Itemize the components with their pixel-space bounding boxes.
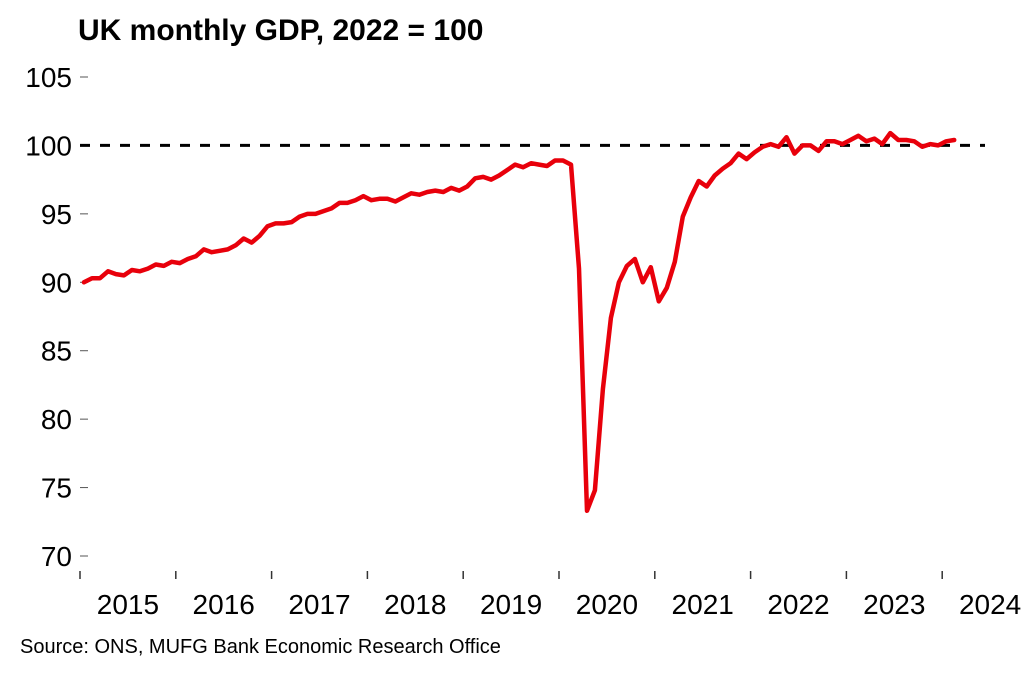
x-tick-label: 2016 — [193, 589, 255, 620]
x-axis: 2015 2016 2017 2018 2019 2020 2021 2022 2023 2024 — [79, 571, 1021, 620]
x-tick-label: 2024 — [959, 589, 1021, 620]
chart-title: UK monthly GDP, 2022 = 100 — [78, 14, 484, 47]
x-tick-label: 2018 — [384, 589, 446, 620]
x-tick-label: 2022 — [767, 589, 829, 620]
y-tick-label: 105 — [25, 62, 72, 93]
x-tick-label: 2020 — [576, 589, 638, 620]
y-tick-label: 95 — [41, 199, 72, 230]
y-tick-label: 90 — [41, 267, 72, 298]
y-tick-label: 75 — [41, 473, 72, 504]
series-line-uk-gdp — [81, 130, 957, 514]
plot-area — [81, 130, 957, 514]
y-axis: 70 75 80 85 90 95 100 105 — [25, 62, 88, 572]
x-tick-label: 2021 — [672, 589, 734, 620]
source-note: Source: ONS, MUFG Bank Economic Research… — [20, 636, 501, 658]
x-tick-label: 2023 — [863, 589, 925, 620]
x-tick-label: 2015 — [97, 589, 159, 620]
y-tick-label: 80 — [41, 404, 72, 435]
y-tick-label: 100 — [25, 130, 72, 161]
x-tick-label: 2019 — [480, 589, 542, 620]
x-tick-label: 2017 — [288, 589, 350, 620]
y-tick-label: 85 — [41, 336, 72, 367]
y-tick-label: 70 — [41, 541, 72, 572]
